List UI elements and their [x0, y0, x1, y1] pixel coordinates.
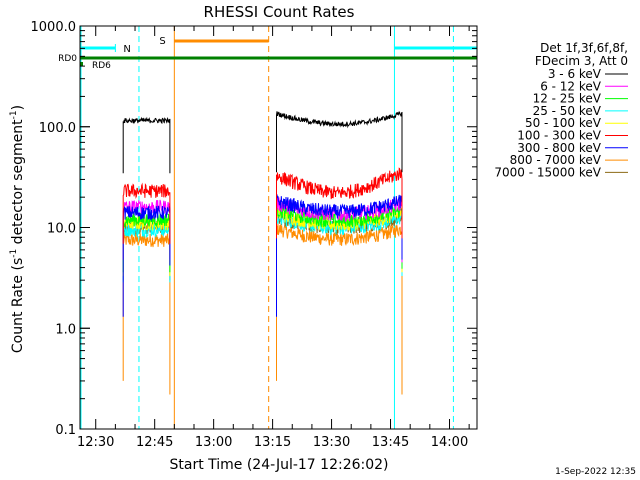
series-line	[122, 116, 171, 174]
x-tick-label: 12:45	[136, 435, 173, 450]
y-tick-label: 1000.0	[31, 20, 77, 35]
legend-entry-label: 12 - 25 keV	[533, 92, 602, 106]
series-line	[122, 232, 171, 395]
x-tick-label: 13:45	[372, 435, 409, 450]
y-tick-label: 100.0	[39, 121, 76, 136]
x-tick-label: 14:00	[431, 435, 468, 450]
legend: Det 1f,3f,6f,8f,FDecim 3, Att 03 - 6 keV…	[494, 41, 628, 179]
x-tick-label: 13:15	[254, 435, 291, 450]
legend-entry-label: 100 - 300 keV	[517, 129, 601, 143]
legend-entry-label: 800 - 7000 keV	[510, 153, 602, 167]
y-tick-label: 0.1	[55, 423, 76, 438]
legend-entry-label: 25 - 50 keV	[533, 104, 602, 118]
data-series	[122, 110, 403, 395]
flag-label-s: S	[159, 36, 165, 47]
y-label-sup2: -1	[9, 110, 19, 119]
y-label-tail: detector segment	[10, 119, 26, 249]
chart-title: RHESSI Count Rates	[204, 3, 355, 21]
legend-header-line: FDecim 3, Att 0	[535, 54, 628, 68]
y-axis-label: Count Rate (s-1 detector segment-1)	[9, 105, 26, 353]
legend-entry-label: 7000 - 15000 keV	[494, 165, 601, 179]
x-axis-label: Start Time (24-Jul-17 12:26:02)	[169, 457, 388, 473]
y-tick-label: 10.0	[47, 222, 76, 237]
series-line	[276, 202, 403, 269]
series-line	[122, 222, 171, 283]
series-line	[276, 194, 403, 317]
flags: N S RD0 RD6	[58, 36, 478, 71]
axes: 0.1 1.0 10.0 100.0 1000.0 12:30 12:45 13:00 13:1…	[31, 20, 477, 450]
flag-label-rd6: RD6	[92, 61, 111, 71]
series-line	[276, 167, 403, 239]
series-line	[276, 110, 403, 173]
y-label-sup1: -1	[9, 249, 19, 258]
flag-rd6-mark	[80, 62, 83, 66]
legend-entry-label: 3 - 6 keV	[548, 67, 602, 81]
flag-label-n: N	[123, 44, 130, 55]
x-tick-label: 13:00	[195, 435, 232, 450]
series-line	[276, 222, 403, 395]
x-tick-label: 13:30	[313, 435, 350, 450]
series-line	[122, 182, 171, 244]
y-label-head: Count Rate (s	[10, 258, 26, 353]
y-label-close: )	[10, 105, 26, 110]
legend-entry-label: 6 - 12 keV	[540, 79, 602, 93]
legend-entry-label: 50 - 100 keV	[525, 116, 602, 130]
flag-label-rd0: RD0	[58, 54, 77, 64]
series-line	[122, 205, 171, 317]
legend-entry-label: 300 - 800 keV	[517, 141, 601, 155]
footer-timestamp: 1-Sep-2022 12:35	[555, 467, 636, 477]
legend-header-line: Det 1f,3f,6f,8f,	[540, 41, 628, 55]
y-tick-label: 1.0	[55, 322, 76, 337]
x-tick-label: 12:30	[77, 435, 114, 450]
